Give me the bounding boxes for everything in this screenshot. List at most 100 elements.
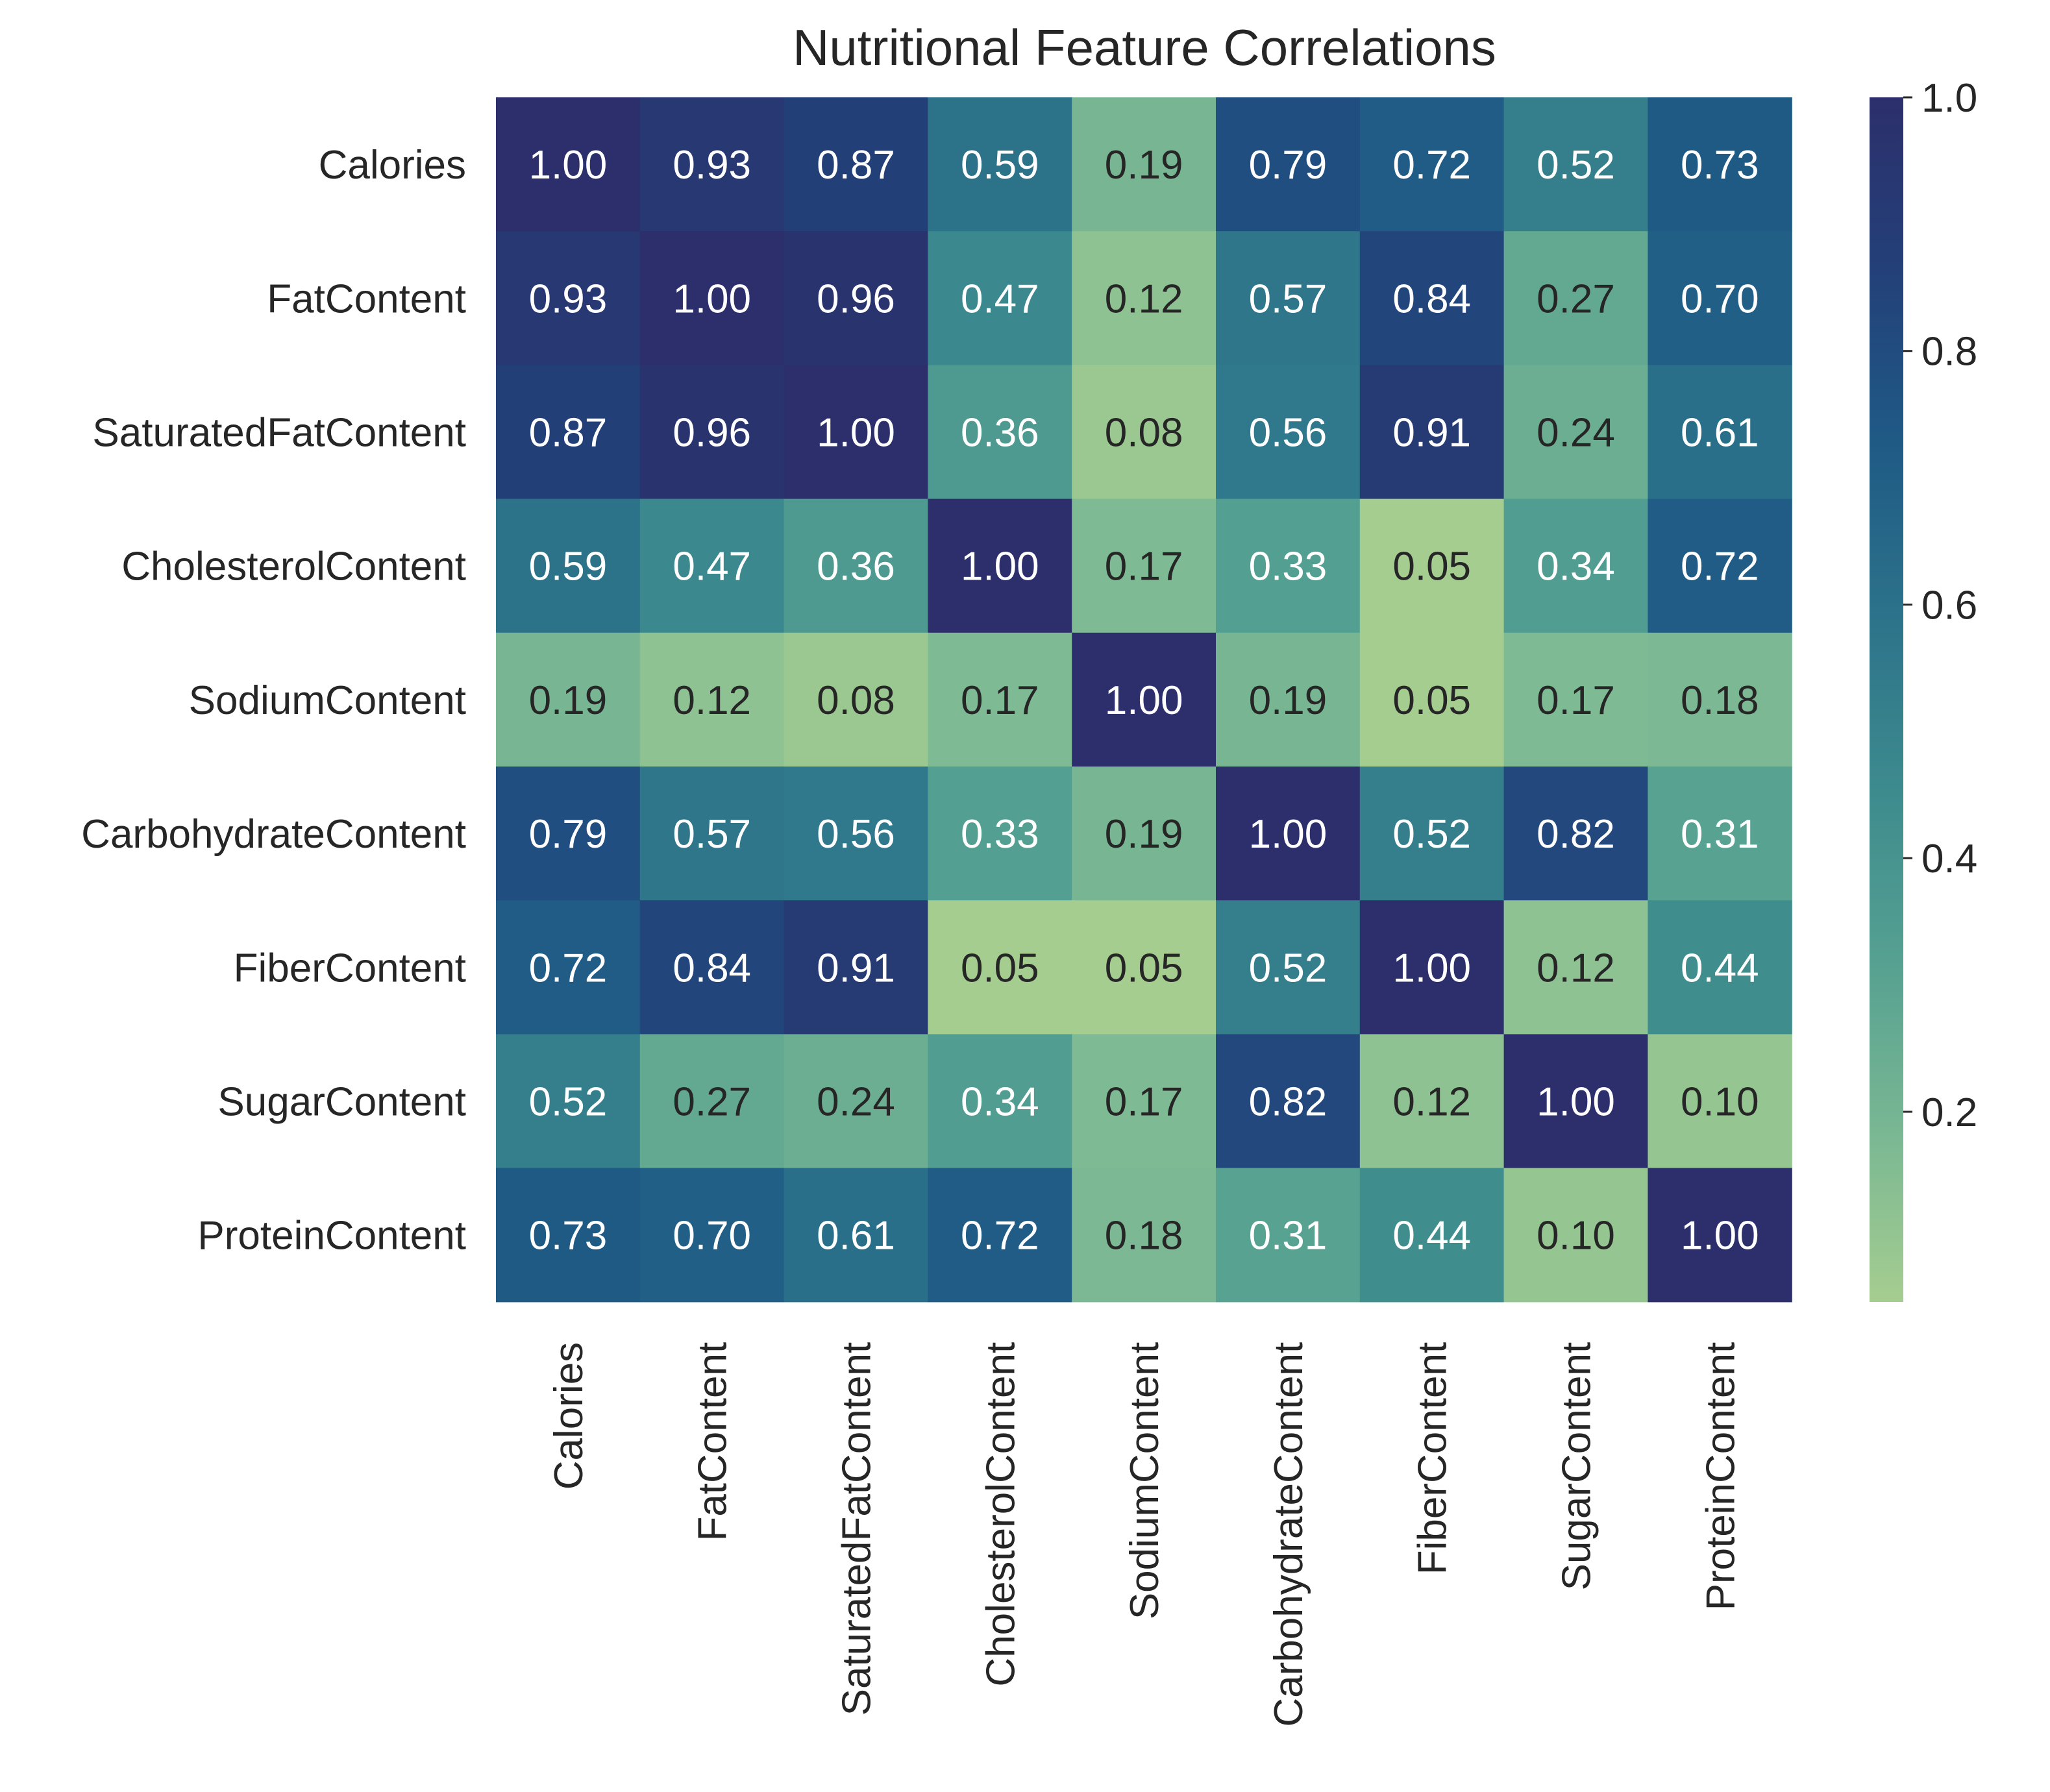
cell-value-label: 0.18 xyxy=(1681,678,1759,723)
cell-value-label: 0.93 xyxy=(673,143,751,188)
cell-value-label: 0.61 xyxy=(1681,411,1759,456)
heatmap-cell xyxy=(928,1168,1072,1303)
cell-value-label: 0.61 xyxy=(817,1214,895,1258)
cell-value-label: 0.27 xyxy=(1537,276,1615,321)
cell-value-label: 0.19 xyxy=(1249,678,1328,723)
cell-value-label: 1.00 xyxy=(817,411,895,456)
cell-value-label: 0.08 xyxy=(1105,411,1183,456)
heatmap-cell xyxy=(496,1034,641,1169)
cell-value-label: 0.36 xyxy=(817,545,895,589)
cell-value-label: 0.19 xyxy=(529,678,608,723)
cell-value-label: 0.72 xyxy=(529,946,608,990)
cell-value-label: 1.00 xyxy=(1105,678,1183,723)
heatmap-cell xyxy=(784,767,928,901)
cell-value-label: 0.59 xyxy=(961,143,1039,188)
column-label-cholesterolcontent: CholesterolContent xyxy=(978,1342,1023,1687)
heatmap-cell xyxy=(1503,900,1648,1035)
cell-value-label: 0.70 xyxy=(1681,276,1759,321)
cell-value-label: 0.08 xyxy=(817,678,895,723)
heatmap-cell xyxy=(639,97,785,232)
cell-value-label: 0.31 xyxy=(1249,1214,1328,1258)
cell-value-label: 0.47 xyxy=(961,276,1039,321)
row-label-sugarcontent: SugarContent xyxy=(217,1080,466,1125)
heatmap-cell xyxy=(1216,767,1361,901)
heatmap-cell xyxy=(496,767,641,901)
cell-value-label: 0.79 xyxy=(529,812,608,857)
cell-value-label: 0.44 xyxy=(1392,1214,1471,1258)
heatmap-cell xyxy=(784,231,928,365)
cell-value-label: 0.96 xyxy=(673,411,751,456)
cell-value-label: 0.56 xyxy=(817,812,895,857)
heatmap-cell xyxy=(1503,767,1648,901)
row-labels: Calories FatContent SaturatedFatContent Cho… xyxy=(81,143,466,1258)
heatmap-cell xyxy=(928,1034,1072,1169)
cell-value-label: 0.17 xyxy=(1105,545,1183,589)
cell-value-label: 1.00 xyxy=(961,545,1039,589)
heatmap-cell xyxy=(639,365,785,500)
cell-value-label: 0.72 xyxy=(961,1214,1039,1258)
heatmap-cell xyxy=(1359,632,1505,767)
heatmap-cell xyxy=(928,97,1072,232)
heatmap-cell xyxy=(1216,1168,1361,1303)
cell-value-label: 0.93 xyxy=(529,276,608,321)
row-label-saturatedfatcontent: SaturatedFatContent xyxy=(92,411,466,456)
heatmap-cell xyxy=(1072,1034,1216,1169)
cell-value-label: 0.44 xyxy=(1681,946,1759,990)
cell-value-label: 0.96 xyxy=(817,276,895,321)
cell-value-label: 0.70 xyxy=(673,1214,751,1258)
heatmap-cell xyxy=(1216,632,1361,767)
heatmap-cell xyxy=(784,1034,928,1169)
cell-value-label: 0.12 xyxy=(1392,1080,1471,1125)
column-label-sodiumcontent: SodiumContent xyxy=(1122,1342,1167,1619)
heatmap-cell xyxy=(928,900,1072,1035)
heatmap-cells: 1.00 0.93 0.87 0.59 0.19 0.79 0.72 0.52 0.73 0.93… xyxy=(496,97,1792,1303)
heatmap-cell xyxy=(784,900,928,1035)
row-label-calories: Calories xyxy=(319,143,466,188)
heatmap-cell xyxy=(784,97,928,232)
heatmap-cell xyxy=(1648,1034,1792,1169)
cell-value-label: 0.36 xyxy=(961,411,1039,456)
heatmap-cell xyxy=(1216,900,1361,1035)
cell-value-label: 0.57 xyxy=(673,812,751,857)
heatmap-cell xyxy=(1359,1034,1505,1169)
cell-value-label: 0.31 xyxy=(1681,812,1759,857)
heatmap-cell xyxy=(1216,365,1361,500)
cell-value-label: 0.73 xyxy=(1681,143,1759,188)
cell-value-label: 0.24 xyxy=(817,1080,895,1125)
colorbar-tick-label: 0.6 xyxy=(1921,583,1977,628)
cell-value-label: 0.33 xyxy=(961,812,1039,857)
heatmap-cell xyxy=(1648,632,1792,767)
heatmap-cell xyxy=(1359,767,1505,901)
heatmap-cell xyxy=(1359,231,1505,365)
heatmap-cell xyxy=(1359,97,1505,232)
heatmap-cell xyxy=(1072,632,1216,767)
column-labels: Calories FatContent SaturatedFatContent Cho… xyxy=(547,1342,1743,1727)
heatmap-cell xyxy=(1072,767,1216,901)
cell-value-label: 0.05 xyxy=(1392,545,1471,589)
cell-value-label: 0.72 xyxy=(1392,143,1471,188)
cell-value-label: 0.19 xyxy=(1105,812,1183,857)
heatmap-cell xyxy=(784,365,928,500)
cell-value-label: 1.00 xyxy=(1249,812,1328,857)
heatmap-cell xyxy=(784,498,928,633)
heatmap-cell xyxy=(1359,365,1505,500)
cell-value-label: 1.00 xyxy=(1537,1080,1615,1125)
heatmap-cell xyxy=(496,365,641,500)
heatmap-cell xyxy=(1216,498,1361,633)
heatmap-cell xyxy=(1072,231,1216,365)
colorbar-tick-label: 0.2 xyxy=(1921,1090,1977,1135)
cell-value-label: 0.84 xyxy=(1392,276,1471,321)
cell-value-label: 0.27 xyxy=(673,1080,751,1125)
heatmap-cell xyxy=(784,632,928,767)
heatmap-cell xyxy=(928,498,1072,633)
cell-value-label: 0.17 xyxy=(961,678,1039,723)
colorbar-tick-label: 0.4 xyxy=(1921,837,1977,881)
column-label-fibercontent: FiberContent xyxy=(1411,1342,1455,1575)
heatmap-cell xyxy=(1359,1168,1505,1303)
heatmap-cell xyxy=(1072,97,1216,232)
heatmap-cell xyxy=(1648,767,1792,901)
row-label-sodiumcontent: SodiumContent xyxy=(189,678,466,723)
heatmap-cell xyxy=(1503,97,1648,232)
column-label-proteincontent: ProteinContent xyxy=(1698,1342,1743,1611)
